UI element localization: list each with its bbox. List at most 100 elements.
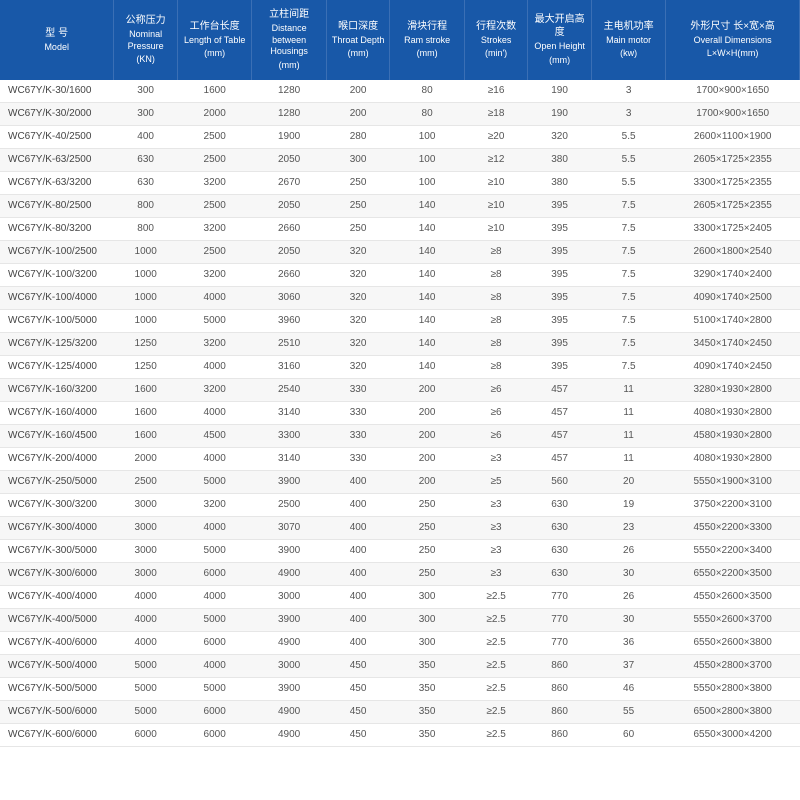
cell: 200 — [390, 470, 464, 493]
cell: 320 — [326, 286, 390, 309]
table-row: WC67Y/K-30/20003002000128020080≥18190317… — [0, 102, 800, 125]
cell: 5000 — [114, 654, 178, 677]
cell: 2510 — [252, 332, 326, 355]
cell: 1000 — [114, 309, 178, 332]
cell: 7.5 — [591, 332, 665, 355]
col-header-cn: 工作台长度 — [180, 20, 249, 33]
cell: 3450×1740×2450 — [666, 332, 800, 355]
cell: 2605×1725×2355 — [666, 194, 800, 217]
cell: 2050 — [252, 194, 326, 217]
col-header-unit: (mm) — [329, 48, 388, 60]
table-row: WC67Y/K-160/4000160040003140330200≥64571… — [0, 401, 800, 424]
col-header-en: Throat Depth — [329, 35, 388, 47]
cell: 4080×1930×2800 — [666, 447, 800, 470]
cell: 140 — [390, 332, 464, 355]
cell: 4550×2800×3700 — [666, 654, 800, 677]
cell: 4000 — [114, 585, 178, 608]
cell: 11 — [591, 401, 665, 424]
table-row: WC67Y/K-100/4000100040003060320140≥83957… — [0, 286, 800, 309]
cell: 20 — [591, 470, 665, 493]
spec-table: 型 号Model公称压力Nominal Pressure(KN)工作台长度Len… — [0, 0, 800, 747]
cell: 350 — [390, 723, 464, 746]
cell: 4000 — [177, 355, 251, 378]
cell: 55 — [591, 700, 665, 723]
cell: ≥2.5 — [464, 677, 528, 700]
cell: 200 — [390, 401, 464, 424]
cell: 860 — [528, 700, 592, 723]
cell: WC67Y/K-160/3200 — [0, 378, 114, 401]
col-header-cn: 喉口深度 — [329, 20, 388, 33]
col-header-unit: (mm) — [392, 48, 461, 60]
cell: 395 — [528, 217, 592, 240]
cell: 4000 — [177, 516, 251, 539]
cell: ≥2.5 — [464, 585, 528, 608]
col-header-en: Strokes — [467, 35, 526, 47]
cell: 3200 — [177, 263, 251, 286]
table-row: WC67Y/K-300/3200300032002500400250≥36301… — [0, 493, 800, 516]
table-row: WC67Y/K-125/3200125032002510320140≥83957… — [0, 332, 800, 355]
col-header-4: 喉口深度 Throat Depth(mm) — [326, 0, 390, 80]
col-header-unit: L×W×H(mm) — [668, 48, 797, 60]
cell: 770 — [528, 585, 592, 608]
cell: 3 — [591, 80, 665, 103]
cell: ≥18 — [464, 102, 528, 125]
col-header-unit: (min') — [467, 48, 526, 60]
cell: WC67Y/K-125/4000 — [0, 355, 114, 378]
cell: 100 — [390, 148, 464, 171]
cell: ≥10 — [464, 217, 528, 240]
cell: 5.5 — [591, 125, 665, 148]
cell: 300 — [390, 631, 464, 654]
cell: ≥6 — [464, 401, 528, 424]
cell: 300 — [114, 80, 178, 103]
cell: 250 — [390, 539, 464, 562]
cell: 2670 — [252, 171, 326, 194]
cell: ≥3 — [464, 539, 528, 562]
cell: 1600 — [114, 378, 178, 401]
col-header-en: Distance between Housings — [254, 23, 323, 58]
cell: 80 — [390, 102, 464, 125]
cell: 140 — [390, 355, 464, 378]
cell: ≥10 — [464, 171, 528, 194]
cell: 770 — [528, 608, 592, 631]
col-header-cn: 立柱间距 — [254, 8, 323, 21]
cell: ≥8 — [464, 263, 528, 286]
cell: 3140 — [252, 447, 326, 470]
cell: 4900 — [252, 700, 326, 723]
cell: WC67Y/K-160/4000 — [0, 401, 114, 424]
cell: ≥3 — [464, 493, 528, 516]
cell: WC67Y/K-100/2500 — [0, 240, 114, 263]
cell: 250 — [390, 516, 464, 539]
col-header-cn: 滑块行程 — [392, 20, 461, 33]
cell: 250 — [390, 493, 464, 516]
cell: 5000 — [114, 700, 178, 723]
cell: 3290×1740×2400 — [666, 263, 800, 286]
cell: 3140 — [252, 401, 326, 424]
cell: 5000 — [177, 309, 251, 332]
cell: 320 — [326, 355, 390, 378]
cell: 400 — [326, 562, 390, 585]
cell: 1000 — [114, 240, 178, 263]
cell: 1600 — [114, 424, 178, 447]
cell: 1600 — [177, 80, 251, 103]
col-header-6: 行程次数Strokes(min') — [464, 0, 528, 80]
cell: 630 — [528, 516, 592, 539]
table-row: WC67Y/K-200/4000200040003140330200≥34571… — [0, 447, 800, 470]
cell: 320 — [326, 309, 390, 332]
cell: 2000 — [114, 447, 178, 470]
cell: ≥8 — [464, 309, 528, 332]
cell: 7.5 — [591, 217, 665, 240]
cell: 6550×2200×3500 — [666, 562, 800, 585]
cell: 3000 — [114, 539, 178, 562]
cell: 560 — [528, 470, 592, 493]
col-header-0: 型 号Model — [0, 0, 114, 80]
cell: 2050 — [252, 240, 326, 263]
cell: 3900 — [252, 470, 326, 493]
table-row: WC67Y/K-250/5000250050003900400200≥55602… — [0, 470, 800, 493]
table-row: WC67Y/K-30/16003001600128020080≥16190317… — [0, 80, 800, 103]
cell: ≥8 — [464, 332, 528, 355]
cell: 300 — [390, 608, 464, 631]
col-header-en: Open Height — [530, 41, 589, 53]
cell: 395 — [528, 355, 592, 378]
cell: 4900 — [252, 562, 326, 585]
cell: 5000 — [177, 539, 251, 562]
